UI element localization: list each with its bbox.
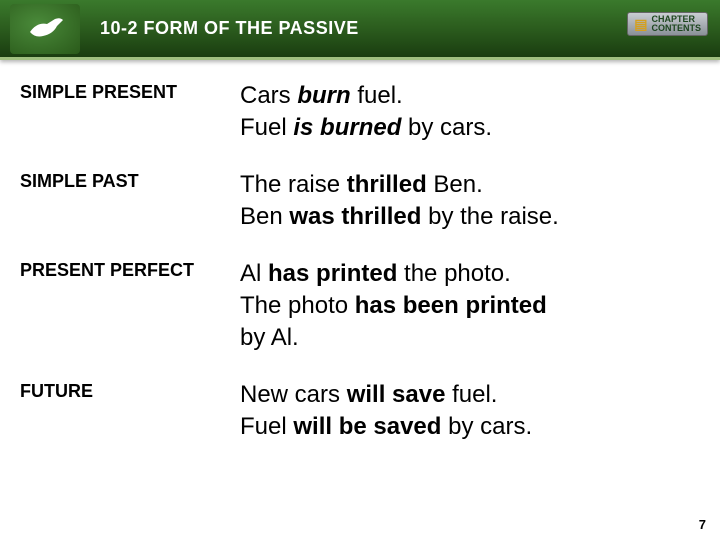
passive-sentence: Fuel will be saved by cars. <box>240 411 700 443</box>
chapter-btn-text: CHAPTERCONTENTS <box>652 15 702 33</box>
active-sentence: Al has printed the photo. <box>240 258 700 290</box>
book-icon: ▤ <box>634 17 647 31</box>
tense-label: FUTURE <box>20 379 240 444</box>
tense-examples: New cars will save fuel. Fuel will be sa… <box>240 379 700 444</box>
page-number: 7 <box>699 517 706 532</box>
slide-header: 10-2 FORM OF THE PASSIVE ▤ CHAPTERCONTEN… <box>0 0 720 60</box>
passive-sentence: The photo has been printedby Al. <box>240 290 700 355</box>
tense-row: FUTURE New cars will save fuel. Fuel wil… <box>20 379 700 444</box>
tense-row: SIMPLE PAST The raise thrilled Ben. Ben … <box>20 169 700 234</box>
tense-examples: Al has printed the photo. The photo has … <box>240 258 700 355</box>
tense-label: SIMPLE PAST <box>20 169 240 234</box>
tense-label: PRESENT PERFECT <box>20 258 240 355</box>
active-sentence: Cars burn fuel. <box>240 80 700 112</box>
bird-icon <box>25 14 65 44</box>
passive-sentence: Fuel is burned by cars. <box>240 112 700 144</box>
content-area: SIMPLE PRESENT Cars burn fuel. Fuel is b… <box>0 60 720 478</box>
tense-row: PRESENT PERFECT Al has printed the photo… <box>20 258 700 355</box>
tense-row: SIMPLE PRESENT Cars burn fuel. Fuel is b… <box>20 80 700 145</box>
active-sentence: The raise thrilled Ben. <box>240 169 700 201</box>
logo-box <box>10 4 80 54</box>
active-sentence: New cars will save fuel. <box>240 379 700 411</box>
tense-label: SIMPLE PRESENT <box>20 80 240 145</box>
slide-title: 10-2 FORM OF THE PASSIVE <box>100 18 359 39</box>
passive-sentence: Ben was thrilled by the raise. <box>240 201 700 233</box>
chapter-contents-button[interactable]: ▤ CHAPTERCONTENTS <box>627 12 708 36</box>
tense-examples: The raise thrilled Ben. Ben was thrilled… <box>240 169 700 234</box>
tense-examples: Cars burn fuel. Fuel is burned by cars. <box>240 80 700 145</box>
